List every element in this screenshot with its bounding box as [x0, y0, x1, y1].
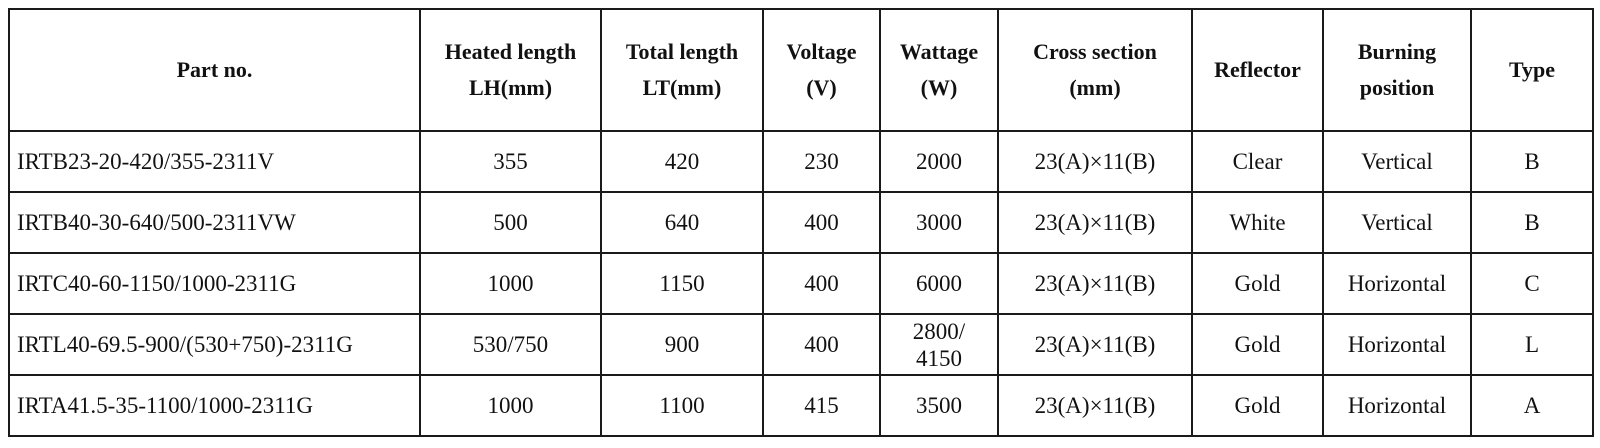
cell-burning-position: Horizontal: [1322, 313, 1472, 376]
col-header-part-no: Part no.: [8, 8, 421, 132]
cell-wattage: 2800/ 4150: [879, 313, 999, 376]
col-header-burning-position: Burning position: [1322, 8, 1472, 132]
cell-cross-section: 23(A)×11(B): [997, 130, 1193, 193]
cell-total-length: 900: [600, 313, 764, 376]
cell-reflector: Gold: [1191, 374, 1324, 437]
cell-type: C: [1470, 252, 1594, 315]
col-header-type: Type: [1470, 8, 1594, 132]
col-header-voltage: Voltage (V): [762, 8, 881, 132]
spec-table: Part no. Heated length LH(mm) Total leng…: [8, 8, 1594, 437]
cell-reflector: Gold: [1191, 313, 1324, 376]
table-row: IRTB23-20-420/355-2311V 355 420 230 2000…: [8, 130, 1594, 193]
col-header-total-length: Total length LT(mm): [600, 8, 764, 132]
col-header-cross-section: Cross section (mm): [997, 8, 1193, 132]
cell-burning-position: Horizontal: [1322, 252, 1472, 315]
col-header-heated-length: Heated length LH(mm): [419, 8, 602, 132]
cell-heated-length: 530/750: [419, 313, 602, 376]
cell-reflector: Clear: [1191, 130, 1324, 193]
cell-wattage: 3000: [879, 191, 999, 254]
cell-cross-section: 23(A)×11(B): [997, 191, 1193, 254]
cell-voltage: 230: [762, 130, 881, 193]
cell-type: L: [1470, 313, 1594, 376]
cell-part-no: IRTB40-30-640/500-2311VW: [8, 191, 421, 254]
table-row: IRTC40-60-1150/1000-2311G 1000 1150 400 …: [8, 252, 1594, 315]
cell-cross-section: 23(A)×11(B): [997, 252, 1193, 315]
cell-cross-section: 23(A)×11(B): [997, 374, 1193, 437]
cell-burning-position: Vertical: [1322, 191, 1472, 254]
cell-heated-length: 500: [419, 191, 602, 254]
cell-voltage: 415: [762, 374, 881, 437]
cell-part-no: IRTL40-69.5-900/(530+750)-2311G: [8, 313, 421, 376]
cell-reflector: White: [1191, 191, 1324, 254]
cell-burning-position: Horizontal: [1322, 374, 1472, 437]
cell-wattage: 3500: [879, 374, 999, 437]
cell-total-length: 1150: [600, 252, 764, 315]
cell-wattage: 2000: [879, 130, 999, 193]
cell-reflector: Gold: [1191, 252, 1324, 315]
cell-part-no: IRTA41.5-35-1100/1000-2311G: [8, 374, 421, 437]
cell-cross-section: 23(A)×11(B): [997, 313, 1193, 376]
cell-wattage: 6000: [879, 252, 999, 315]
table-row: IRTB40-30-640/500-2311VW 500 640 400 300…: [8, 191, 1594, 254]
cell-type: A: [1470, 374, 1594, 437]
cell-heated-length: 1000: [419, 252, 602, 315]
cell-burning-position: Vertical: [1322, 130, 1472, 193]
cell-type: B: [1470, 130, 1594, 193]
cell-heated-length: 355: [419, 130, 602, 193]
cell-voltage: 400: [762, 313, 881, 376]
cell-type: B: [1470, 191, 1594, 254]
cell-total-length: 1100: [600, 374, 764, 437]
cell-total-length: 640: [600, 191, 764, 254]
table-row: IRTL40-69.5-900/(530+750)-2311G 530/750 …: [8, 313, 1594, 376]
col-header-reflector: Reflector: [1191, 8, 1324, 132]
header-row: Part no. Heated length LH(mm) Total leng…: [8, 8, 1594, 132]
cell-voltage: 400: [762, 252, 881, 315]
cell-heated-length: 1000: [419, 374, 602, 437]
cell-total-length: 420: [600, 130, 764, 193]
cell-voltage: 400: [762, 191, 881, 254]
cell-part-no: IRTB23-20-420/355-2311V: [8, 130, 421, 193]
table-row: IRTA41.5-35-1100/1000-2311G 1000 1100 41…: [8, 374, 1594, 437]
col-header-wattage: Wattage (W): [879, 8, 999, 132]
cell-part-no: IRTC40-60-1150/1000-2311G: [8, 252, 421, 315]
